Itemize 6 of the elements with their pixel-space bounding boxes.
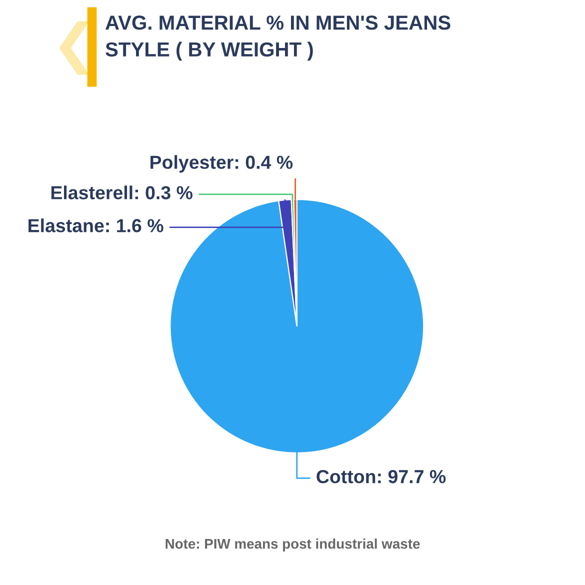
slice-label: Cotton: 97.7 % [316, 470, 446, 484]
slice-label: Elastane: 1.6 % [28, 218, 164, 232]
chart-title: AVG. MATERIAL % IN MEN'S JEANS STYLE ( BY WEIGHT ) [106, 16, 450, 61]
slice-label: Elasterell: 0.3 % [51, 186, 192, 200]
text: Note: PIW means post industrial waste [166, 538, 420, 552]
slice-label: Polyester: 0.4 % [150, 155, 293, 173]
